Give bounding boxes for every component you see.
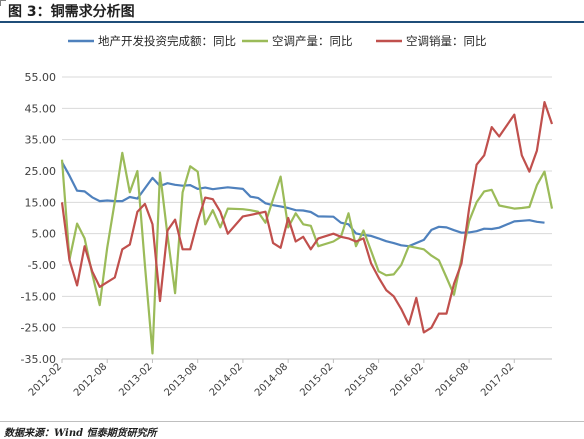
x-tick-label: 2015-02: [298, 361, 335, 398]
y-tick-label: 45.00: [25, 102, 57, 115]
x-tick-label: 2013-08: [162, 361, 199, 398]
x-tick-label: 2012-02: [27, 361, 64, 398]
x-tick-label: 2015-08: [343, 361, 380, 398]
figure-header: 图 3：铜需求分析图: [0, 0, 584, 23]
x-tick-label: 2017-02: [479, 361, 516, 398]
title-rule: [0, 21, 584, 23]
x-tick-label: 2016-02: [389, 361, 426, 398]
series-line-3: [60, 100, 554, 334]
copper-demand-chart: 55.00 45.00 35.00 25.00 15.00 5.00 -5.00 -15.00…: [21, 34, 554, 399]
y-tick-label: -15.00: [21, 290, 56, 303]
footer-rule: [0, 421, 584, 422]
series-line-2: [60, 151, 554, 355]
x-tick-label: 2016-08: [434, 361, 471, 398]
corner-mark: [0, 0, 6, 6]
legend-label-1: 地产开发投资完成额：同比: [98, 34, 236, 48]
x-tick-label: 2014-08: [253, 361, 290, 398]
y-tick-label: 35.00: [25, 134, 57, 147]
y-tick-label: -5.00: [28, 259, 56, 272]
y-tick-label: 15.00: [25, 196, 57, 209]
series-line-1: [61, 161, 545, 248]
x-tick-label: 2014-02: [208, 361, 245, 398]
x-tick-label: 2012-08: [72, 361, 109, 398]
source-note: 数据来源：Wind 恒泰期货研究所: [4, 428, 157, 439]
x-tick-label: 2013-02: [117, 361, 154, 398]
legend-label-2: 空调产量：同比: [272, 34, 353, 48]
y-tick-label: 55.00: [25, 71, 57, 84]
y-tick-label: -35.00: [21, 353, 56, 366]
y-tick-label: 5.00: [32, 228, 57, 241]
y-tick-label: -25.00: [21, 322, 56, 335]
figure-title: 图 3：铜需求分析图: [8, 4, 135, 20]
legend-label-3: 空调销量：同比: [406, 34, 487, 48]
y-tick-label: 25.00: [25, 165, 57, 178]
